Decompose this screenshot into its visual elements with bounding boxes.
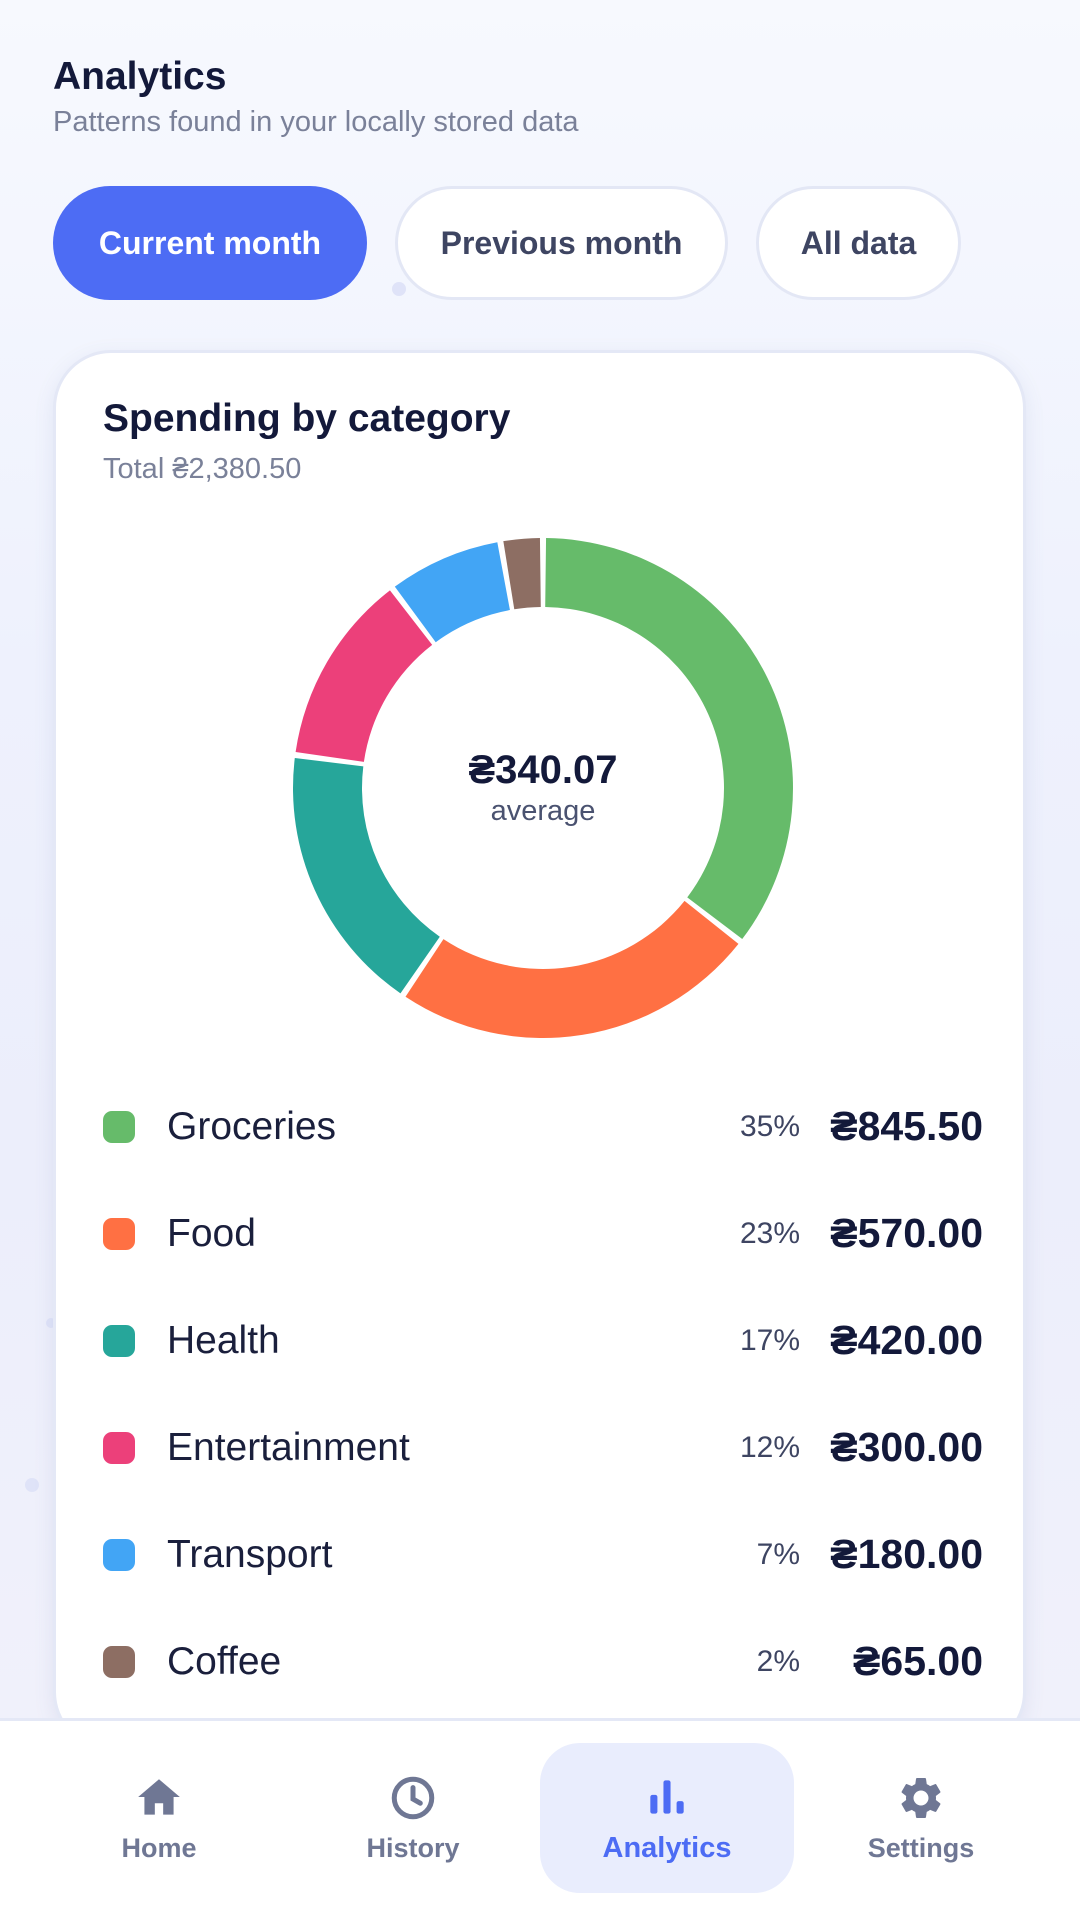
category-percent: 17% [739, 1323, 800, 1357]
donut-slice-entertainment[interactable] [295, 590, 433, 762]
donut-center: ₴340.07 average [286, 531, 800, 1045]
category-name: Transport [167, 1532, 333, 1576]
category-amount: ₴300.00 [830, 1424, 983, 1470]
nav-home-label: Home [121, 1832, 197, 1863]
filter-current-month-button[interactable]: Current month [53, 186, 367, 300]
category-percent: 35% [739, 1109, 800, 1143]
background-dot [25, 1478, 39, 1492]
nav-settings-label: Settings [867, 1832, 975, 1863]
bar-chart-icon [650, 1779, 684, 1814]
category-amount: ₴845.50 [830, 1103, 983, 1149]
nav-settings[interactable]: Settings [794, 1743, 1048, 1893]
category-name: Entertainment [167, 1425, 410, 1469]
legend-row-health[interactable]: Health 17% ₴420.00 [103, 1287, 983, 1394]
category-name: Food [167, 1211, 256, 1255]
period-filter: Current month Previous month All data [53, 186, 961, 300]
gear-icon [901, 1777, 941, 1818]
filter-all-data-button[interactable]: All data [756, 186, 961, 300]
filter-previous-month-button[interactable]: Previous month [395, 186, 728, 300]
category-amount: ₴570.00 [830, 1210, 983, 1256]
category-amount: ₴65.00 [853, 1638, 983, 1684]
donut-slice-transport[interactable] [394, 542, 510, 643]
card-title: Spending by category [103, 397, 511, 440]
category-amount: ₴180.00 [830, 1531, 983, 1577]
page-subtitle: Patterns found in your locally stored da… [53, 106, 579, 138]
nav-analytics[interactable]: Analytics [540, 1743, 794, 1893]
legend-row-food[interactable]: Food 23% ₴570.00 [103, 1180, 983, 1287]
donut-slice-coffee[interactable] [503, 538, 541, 610]
background-dot [46, 1318, 56, 1328]
category-name: Groceries [167, 1104, 337, 1148]
nav-history-label: History [366, 1832, 460, 1863]
donut-slice-health[interactable] [293, 758, 440, 994]
category-name: Health [167, 1318, 280, 1362]
average-label: average [490, 795, 596, 827]
page-title: Analytics [53, 55, 227, 98]
category-percent: 12% [739, 1430, 800, 1464]
legend-row-entertainment[interactable]: Entertainment 12% ₴300.00 [103, 1394, 983, 1501]
card-total: Total ₴2,380.50 [103, 453, 302, 485]
category-percent: 2% [756, 1644, 800, 1678]
average-value: ₴340.07 [468, 748, 618, 792]
legend-row-coffee[interactable]: Coffee 2% ₴65.00 [103, 1608, 983, 1715]
color-swatch [103, 1324, 135, 1357]
color-swatch [103, 1110, 135, 1143]
spending-by-category-card: Spending by category Total ₴2,380.50 ₴34… [53, 350, 1026, 1750]
donut-chart: ₴340.07 average [286, 531, 800, 1045]
home-icon [138, 1778, 180, 1815]
nav-home[interactable]: Home [32, 1743, 286, 1893]
donut-slice-groceries[interactable] [545, 538, 793, 940]
legend-row-transport[interactable]: Transport 7% ₴180.00 [103, 1501, 983, 1608]
color-swatch [103, 1431, 135, 1464]
background-dot [392, 282, 406, 296]
category-percent: 7% [756, 1537, 800, 1571]
category-amount: ₴420.00 [830, 1317, 983, 1363]
color-swatch [103, 1538, 135, 1571]
nav-analytics-label: Analytics [602, 1831, 732, 1864]
nav-history[interactable]: History [286, 1743, 540, 1893]
legend-row-groceries[interactable]: Groceries 35% ₴845.50 [103, 1073, 983, 1180]
bottom-navigation: Home History Analytics Settings [0, 1718, 1080, 1920]
category-percent: 23% [739, 1216, 800, 1250]
clock-icon [391, 1776, 435, 1819]
category-name: Coffee [167, 1639, 282, 1683]
color-swatch [103, 1217, 135, 1250]
category-legend: Groceries 35% ₴845.50 Food 23% ₴570.00 H… [103, 1073, 983, 1715]
donut-chart-svg [293, 538, 793, 1038]
donut-slice-food[interactable] [405, 900, 739, 1038]
page-header: Analytics Patterns found in your locally… [53, 54, 579, 140]
color-swatch [103, 1645, 135, 1678]
